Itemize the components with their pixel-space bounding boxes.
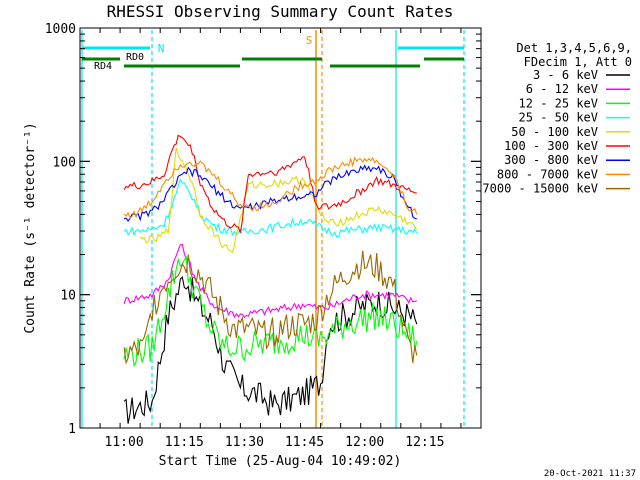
series-line-3 (123, 178, 418, 238)
legend-label: 50 - 100 keV (511, 125, 598, 139)
flag-label-rd0: RD0 (126, 52, 144, 63)
y-tick-label: 1 (68, 422, 76, 437)
chart-title: RHESSI Observing Summary Count Rates (107, 2, 454, 21)
timestamp: 20-Oct-2021 11:37 (544, 469, 636, 479)
x-tick-label: 11:00 (105, 435, 144, 450)
legend-header-line-1: Det 1,3,4,5,6,9, (516, 41, 632, 55)
legend-label: 100 - 300 keV (504, 139, 598, 153)
x-tick-label: 11:15 (165, 435, 204, 450)
x-axis: 11:00 11:15 11:30 11:45 12:00 12:15 (79, 28, 482, 450)
y-tick-label: 100 (53, 155, 76, 170)
series-layer (123, 134, 418, 424)
legend: Det 1,3,4,5,6,9, FDecim 1, Att 0 3 - 6 k… (482, 41, 632, 196)
legend-label: 300 - 800 keV (504, 153, 598, 167)
x-axis-label: Start Time (25-Aug-04 10:49:02) (159, 454, 402, 469)
flag-label-n: N (158, 42, 165, 55)
legend-label: 3 - 6 keV (533, 68, 598, 82)
y-tick-label: 1000 (45, 22, 76, 37)
x-tick-label: 11:45 (285, 435, 324, 450)
flag-label-s: S (306, 34, 313, 47)
x-tick-label: 12:15 (405, 435, 444, 450)
y-axis: 1 10 100 1000 (45, 22, 481, 437)
legend-label: 25 - 50 keV (519, 111, 598, 125)
series-line-2 (123, 255, 418, 368)
x-tick-label: 11:30 (225, 435, 264, 450)
legend-label: 7000 - 15000 keV (482, 182, 598, 196)
legend-label: 6 - 12 keV (526, 82, 598, 96)
series-line-6 (123, 164, 417, 222)
y-tick-label: 10 (60, 289, 76, 304)
series-line-5 (123, 134, 417, 234)
legend-header-line-2: FDecim 1, Att 0 (524, 55, 632, 69)
series-line-8 (123, 250, 418, 365)
series-line-0 (123, 276, 418, 424)
flag-label-rd4: RD4 (94, 61, 112, 72)
series-line-7 (123, 156, 418, 219)
series-line-1 (123, 243, 418, 319)
legend-label: 12 - 25 keV (519, 96, 598, 110)
x-tick-label: 12:00 (345, 435, 384, 450)
y-axis-label: Count Rate (s⁻¹ detector⁻¹) (23, 122, 38, 333)
series-line-4 (139, 147, 418, 254)
legend-label: 800 - 7000 keV (497, 167, 598, 181)
